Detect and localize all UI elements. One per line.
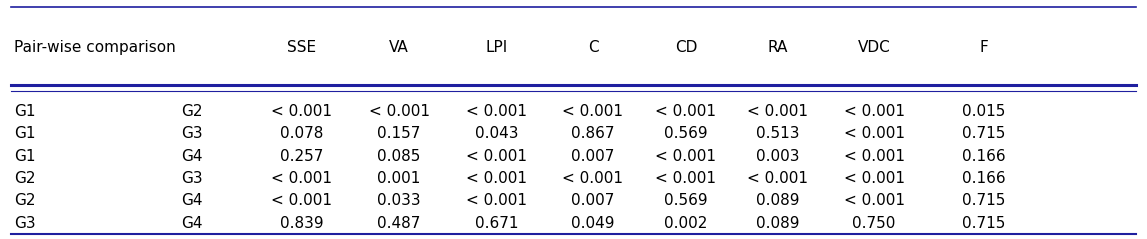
Text: CD: CD — [674, 40, 697, 55]
Text: SSE: SSE — [287, 40, 317, 55]
Text: G2: G2 — [14, 171, 36, 186]
Text: 0.049: 0.049 — [571, 216, 615, 231]
Text: G4: G4 — [181, 149, 203, 163]
Text: 0.569: 0.569 — [664, 194, 708, 208]
Text: < 0.001: < 0.001 — [843, 171, 905, 186]
Text: 0.715: 0.715 — [962, 194, 1006, 208]
Text: 0.166: 0.166 — [962, 149, 1006, 163]
Text: < 0.001: < 0.001 — [655, 171, 717, 186]
Text: 0.487: 0.487 — [377, 216, 421, 231]
Text: 0.002: 0.002 — [664, 216, 708, 231]
Text: 0.257: 0.257 — [280, 149, 323, 163]
Text: < 0.001: < 0.001 — [655, 149, 717, 163]
Text: Pair-wise comparison: Pair-wise comparison — [14, 40, 175, 55]
Text: < 0.001: < 0.001 — [843, 126, 905, 141]
Text: 0.839: 0.839 — [280, 216, 323, 231]
Text: < 0.001: < 0.001 — [747, 104, 809, 119]
Text: 0.715: 0.715 — [962, 216, 1006, 231]
Text: 0.569: 0.569 — [664, 126, 708, 141]
Text: 0.715: 0.715 — [962, 126, 1006, 141]
Text: G2: G2 — [181, 104, 203, 119]
Text: 0.089: 0.089 — [756, 216, 799, 231]
Text: G1: G1 — [14, 149, 36, 163]
Text: < 0.001: < 0.001 — [271, 104, 333, 119]
Text: 0.043: 0.043 — [475, 126, 518, 141]
Text: 0.513: 0.513 — [756, 126, 799, 141]
Text: F: F — [980, 40, 989, 55]
Text: G4: G4 — [181, 216, 203, 231]
Text: < 0.001: < 0.001 — [562, 104, 624, 119]
Text: 0.166: 0.166 — [962, 171, 1006, 186]
Text: 0.033: 0.033 — [377, 194, 421, 208]
Text: < 0.001: < 0.001 — [466, 194, 528, 208]
Text: < 0.001: < 0.001 — [466, 171, 528, 186]
Text: 0.671: 0.671 — [475, 216, 518, 231]
Text: VA: VA — [389, 40, 409, 55]
Text: < 0.001: < 0.001 — [655, 104, 717, 119]
Text: 0.015: 0.015 — [962, 104, 1006, 119]
Text: 0.078: 0.078 — [280, 126, 323, 141]
Text: RA: RA — [767, 40, 788, 55]
Text: 0.085: 0.085 — [377, 149, 421, 163]
Text: 0.007: 0.007 — [571, 194, 615, 208]
Text: < 0.001: < 0.001 — [466, 104, 528, 119]
Text: G3: G3 — [181, 171, 203, 186]
Text: 0.003: 0.003 — [756, 149, 799, 163]
Text: 0.157: 0.157 — [377, 126, 421, 141]
Text: < 0.001: < 0.001 — [843, 149, 905, 163]
Text: < 0.001: < 0.001 — [271, 194, 333, 208]
Text: < 0.001: < 0.001 — [747, 171, 809, 186]
Text: C: C — [587, 40, 599, 55]
Text: 0.001: 0.001 — [377, 171, 421, 186]
Text: < 0.001: < 0.001 — [271, 171, 333, 186]
Text: G3: G3 — [14, 216, 36, 231]
Text: 0.089: 0.089 — [756, 194, 799, 208]
Text: VDC: VDC — [858, 40, 890, 55]
Text: < 0.001: < 0.001 — [843, 194, 905, 208]
Text: LPI: LPI — [485, 40, 508, 55]
Text: G4: G4 — [181, 194, 203, 208]
Text: G1: G1 — [14, 126, 36, 141]
Text: < 0.001: < 0.001 — [843, 104, 905, 119]
Text: G2: G2 — [14, 194, 36, 208]
Text: 0.007: 0.007 — [571, 149, 615, 163]
Text: 0.750: 0.750 — [852, 216, 896, 231]
Text: G1: G1 — [14, 104, 36, 119]
Text: < 0.001: < 0.001 — [562, 171, 624, 186]
Text: < 0.001: < 0.001 — [466, 149, 528, 163]
Text: G3: G3 — [181, 126, 203, 141]
Text: < 0.001: < 0.001 — [368, 104, 430, 119]
Text: 0.867: 0.867 — [571, 126, 615, 141]
